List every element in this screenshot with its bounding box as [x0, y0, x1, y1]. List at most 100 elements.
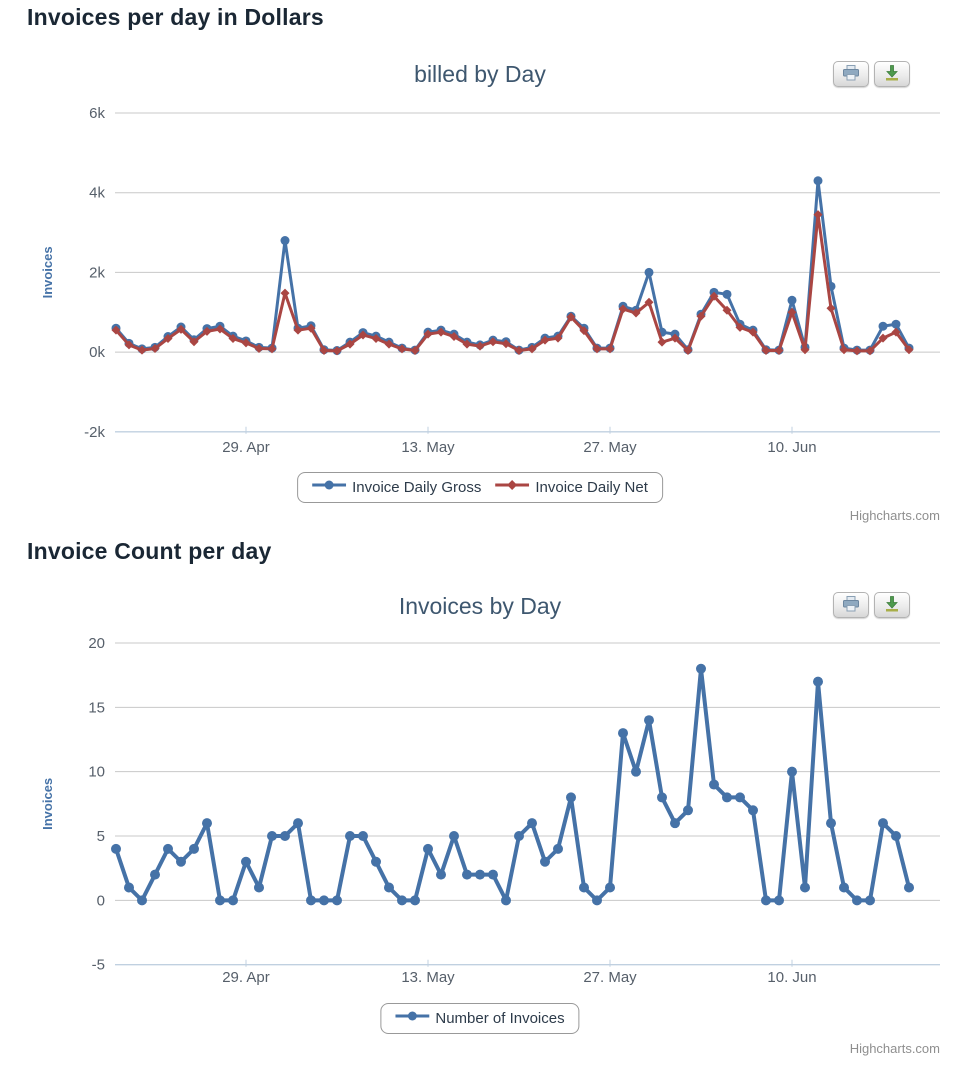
data-point-marker[interactable]: [696, 663, 706, 674]
data-point-marker[interactable]: [904, 345, 914, 355]
data-point-marker[interactable]: [683, 805, 693, 816]
data-point-marker[interactable]: [501, 895, 511, 906]
data-point-marker[interactable]: [384, 339, 394, 349]
highcharts-credit[interactable]: Highcharts.com: [849, 1041, 940, 1056]
data-point-marker[interactable]: [319, 895, 329, 906]
data-point-marker[interactable]: [592, 895, 602, 906]
data-point-marker[interactable]: [176, 856, 186, 867]
data-point-marker[interactable]: [644, 267, 654, 277]
data-point-marker[interactable]: [748, 805, 758, 816]
data-point-marker[interactable]: [787, 295, 797, 305]
data-point-marker[interactable]: [280, 236, 290, 246]
data-point-marker[interactable]: [839, 345, 849, 355]
data-point-marker[interactable]: [540, 335, 550, 345]
data-point-marker[interactable]: [891, 831, 901, 842]
data-point-marker[interactable]: [371, 856, 381, 867]
data-point-marker[interactable]: [852, 895, 862, 906]
data-point-marker[interactable]: [306, 895, 316, 906]
data-point-marker[interactable]: [657, 792, 667, 803]
data-point-marker[interactable]: [735, 792, 745, 803]
data-point-marker[interactable]: [722, 289, 732, 299]
data-point-marker[interactable]: [397, 344, 407, 354]
download-button[interactable]: [874, 592, 910, 618]
data-point-marker[interactable]: [683, 346, 693, 356]
data-point-marker[interactable]: [579, 882, 589, 893]
data-point-marker[interactable]: [488, 337, 498, 347]
data-point-marker[interactable]: [826, 303, 836, 313]
data-point-marker[interactable]: [280, 288, 290, 298]
data-point-marker[interactable]: [566, 792, 576, 803]
data-point-marker[interactable]: [215, 895, 225, 906]
data-point-marker[interactable]: [384, 882, 394, 893]
data-point-marker[interactable]: [462, 339, 472, 349]
data-point-marker[interactable]: [839, 882, 849, 893]
data-point-marker[interactable]: [215, 324, 225, 334]
data-point-marker[interactable]: [865, 895, 875, 906]
data-point-marker[interactable]: [254, 882, 264, 893]
data-point-marker[interactable]: [605, 344, 615, 354]
data-point-marker[interactable]: [124, 882, 134, 893]
data-point-marker[interactable]: [787, 307, 797, 317]
data-point-marker[interactable]: [163, 843, 173, 854]
data-point-marker[interactable]: [488, 869, 498, 880]
data-point-marker[interactable]: [241, 856, 251, 867]
data-point-marker[interactable]: [553, 843, 563, 854]
data-point-marker[interactable]: [852, 346, 862, 356]
data-point-marker[interactable]: [462, 869, 472, 880]
data-point-marker[interactable]: [527, 344, 537, 354]
legend-item-net[interactable]: Invoice Daily Net: [495, 478, 648, 497]
data-point-marker[interactable]: [813, 676, 823, 687]
data-point-marker[interactable]: [605, 882, 615, 893]
data-point-marker[interactable]: [319, 346, 329, 356]
data-point-marker[interactable]: [423, 843, 433, 854]
data-point-marker[interactable]: [293, 325, 303, 335]
data-point-marker[interactable]: [722, 792, 732, 803]
download-button[interactable]: [874, 61, 910, 87]
data-point-marker[interactable]: [631, 766, 641, 777]
data-point-marker[interactable]: [644, 715, 654, 726]
data-point-marker[interactable]: [254, 344, 264, 354]
data-point-marker[interactable]: [189, 337, 199, 347]
data-point-marker[interactable]: [774, 346, 784, 356]
data-point-marker[interactable]: [111, 325, 121, 335]
data-point-marker[interactable]: [774, 895, 784, 906]
data-point-marker[interactable]: [696, 311, 706, 321]
data-point-marker[interactable]: [150, 869, 160, 880]
data-point-marker[interactable]: [787, 766, 797, 777]
data-point-marker[interactable]: [722, 305, 732, 315]
data-point-marker[interactable]: [813, 210, 823, 220]
data-point-marker[interactable]: [358, 330, 368, 340]
data-point-marker[interactable]: [761, 346, 771, 356]
data-point-marker[interactable]: [189, 843, 199, 854]
data-point-marker[interactable]: [436, 327, 446, 337]
data-point-marker[interactable]: [878, 818, 888, 829]
data-point-marker[interactable]: [709, 779, 719, 790]
data-point-marker[interactable]: [891, 327, 901, 337]
data-point-marker[interactable]: [241, 338, 251, 348]
data-point-marker[interactable]: [449, 831, 459, 842]
data-point-marker[interactable]: [618, 304, 628, 314]
data-point-marker[interactable]: [670, 818, 680, 829]
data-point-marker[interactable]: [748, 327, 758, 337]
data-point-marker[interactable]: [111, 843, 121, 854]
data-point-marker[interactable]: [891, 319, 901, 329]
data-point-marker[interactable]: [826, 818, 836, 829]
data-point-marker[interactable]: [878, 333, 888, 343]
data-point-marker[interactable]: [332, 895, 342, 906]
data-point-marker[interactable]: [358, 831, 368, 842]
data-point-marker[interactable]: [163, 334, 173, 344]
data-point-marker[interactable]: [527, 818, 537, 829]
print-button[interactable]: [833, 592, 869, 618]
data-point-marker[interactable]: [553, 333, 563, 343]
print-button[interactable]: [833, 61, 869, 87]
data-point-marker[interactable]: [228, 334, 238, 344]
data-point-marker[interactable]: [735, 322, 745, 332]
highcharts-credit[interactable]: Highcharts.com: [849, 508, 940, 523]
data-point-marker[interactable]: [813, 176, 823, 186]
data-point-marker[interactable]: [410, 895, 420, 906]
legend-item-gross[interactable]: Invoice Daily Gross: [312, 478, 481, 497]
data-point-marker[interactable]: [176, 324, 186, 334]
data-point-marker[interactable]: [670, 333, 680, 343]
data-point-marker[interactable]: [657, 337, 667, 347]
data-point-marker[interactable]: [150, 344, 160, 354]
